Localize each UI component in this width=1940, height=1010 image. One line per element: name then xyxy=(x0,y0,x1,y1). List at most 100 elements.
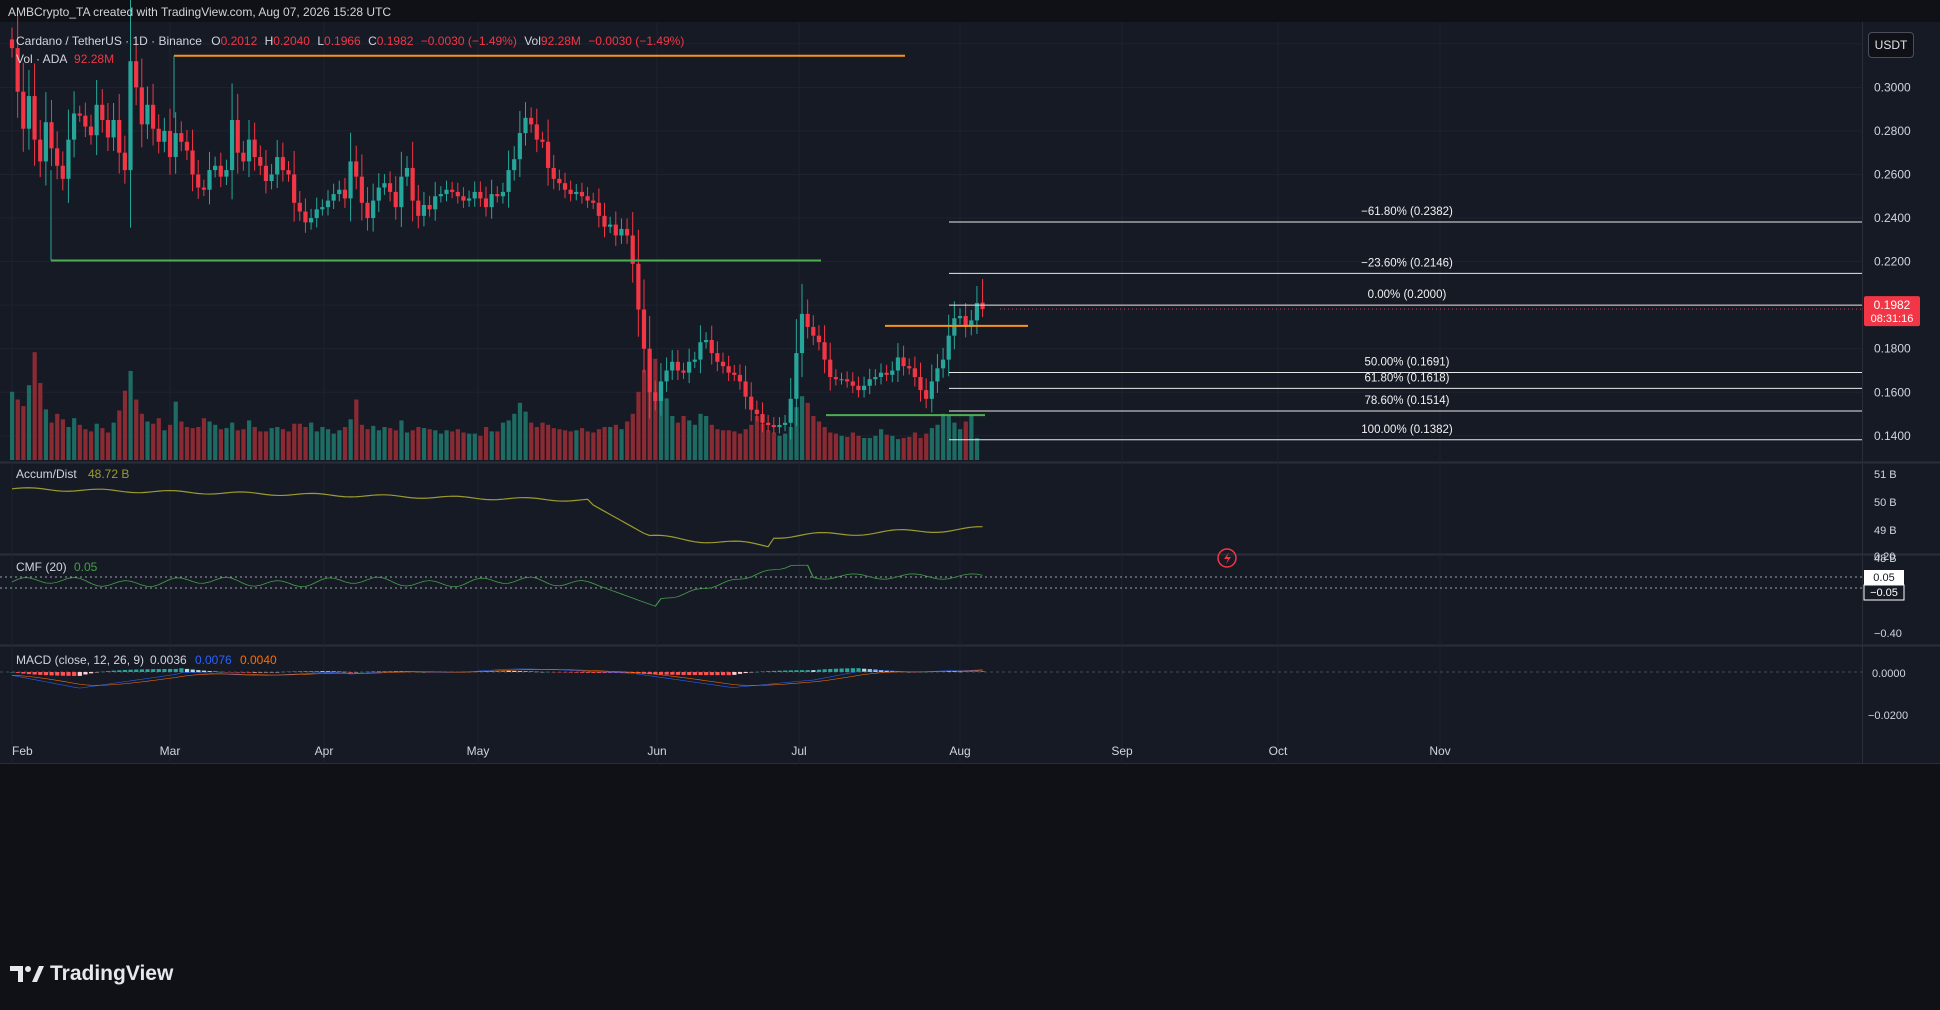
open-value: 0.2012 xyxy=(221,34,258,48)
macd-histogram-bar xyxy=(507,671,511,672)
candle-body xyxy=(433,196,437,209)
volume-bar xyxy=(388,428,392,460)
low-value: 0.1966 xyxy=(324,34,361,48)
volume-bar xyxy=(484,427,488,460)
volume-bar xyxy=(61,419,65,460)
candle-body xyxy=(196,174,200,187)
price-axis-label: 0.1600 xyxy=(1874,385,1911,399)
tradingview-logo[interactable]: TradingView xyxy=(10,962,173,986)
volume-bar xyxy=(247,420,251,460)
macd-histogram-bar xyxy=(834,669,838,672)
volume-bar xyxy=(326,429,330,460)
volume-bar xyxy=(698,414,702,460)
macd-histogram-bar xyxy=(371,671,375,672)
candle-body xyxy=(851,381,855,385)
volume-bar xyxy=(287,431,291,460)
volume-bar xyxy=(337,430,341,460)
volume-bar xyxy=(106,433,110,461)
volume-bar xyxy=(281,429,285,460)
macd-histogram-bar xyxy=(213,671,217,672)
volume-bar xyxy=(557,429,561,460)
candle-body xyxy=(360,177,364,203)
candle-body xyxy=(207,170,211,190)
currency-button[interactable]: USDT xyxy=(1868,32,1914,58)
candle-body xyxy=(117,120,121,153)
candle-body xyxy=(224,170,228,177)
time-axis-label: Nov xyxy=(1429,744,1450,758)
candle-body xyxy=(111,120,115,137)
ad-axis-label: 51 B xyxy=(1874,469,1897,481)
candle-body xyxy=(879,373,883,377)
volume-bar xyxy=(377,430,381,460)
candle-body xyxy=(495,194,499,196)
macd-histogram-bar xyxy=(811,670,815,672)
candle-body xyxy=(698,342,702,359)
candle-body xyxy=(715,353,719,362)
volume-bar xyxy=(569,431,573,460)
time-axis-label: Sep xyxy=(1111,744,1133,758)
volume-bar xyxy=(83,429,87,460)
volume-bar xyxy=(969,416,973,460)
volume-bar xyxy=(902,438,906,460)
macd-histogram-bar xyxy=(168,669,172,672)
volume-bar xyxy=(501,423,505,460)
candle-body xyxy=(461,196,465,200)
cmf-value: 0.05 xyxy=(74,560,98,574)
candle-body xyxy=(258,157,262,166)
volume-bar xyxy=(631,414,635,460)
macd-histogram-bar xyxy=(524,671,528,672)
macd-histogram-bar xyxy=(298,671,302,672)
time-axis-label: Apr xyxy=(315,744,334,758)
volume-bar xyxy=(924,434,928,460)
volume-bar xyxy=(343,427,347,460)
volume-bar xyxy=(140,414,144,460)
volume-bar xyxy=(896,439,900,460)
volume-bar xyxy=(777,436,781,460)
volume-bar xyxy=(50,423,54,460)
candle-body xyxy=(444,190,448,194)
candle-body xyxy=(868,379,872,386)
macd-histogram-bar xyxy=(665,672,669,675)
volume-legend[interactable]: Vol · ADA 92.28M xyxy=(16,52,114,66)
volume-bar xyxy=(196,427,200,460)
candle-body xyxy=(456,192,460,196)
candle-body xyxy=(743,381,747,396)
candle-body xyxy=(411,168,415,201)
volume-bar xyxy=(597,429,601,460)
symbol-title[interactable]: Cardano / TetherUS · 1D · Binance xyxy=(16,34,202,48)
volume-bar xyxy=(856,436,860,460)
candle-body xyxy=(21,92,25,129)
macd-histogram-bar xyxy=(693,672,697,675)
candle-body xyxy=(930,381,934,398)
macd-histogram-bar xyxy=(320,671,324,672)
macd-axis-label: 0.0000 xyxy=(1872,668,1906,680)
volume-bar xyxy=(636,392,640,460)
cmf-axis-label: 0.20 xyxy=(1874,551,1895,563)
volume-bar xyxy=(710,425,714,460)
macd-histogram-bar xyxy=(247,672,251,673)
volume-bar xyxy=(772,433,776,461)
macd-histogram-bar xyxy=(21,672,25,674)
candle-body xyxy=(473,192,477,199)
volume-bar xyxy=(145,422,149,461)
chart-background xyxy=(0,22,1940,764)
candle-body xyxy=(230,120,234,170)
macd-signal-value: 0.0040 xyxy=(240,653,277,667)
macd-histogram-bar xyxy=(823,669,827,672)
candle-body xyxy=(540,140,544,142)
volume-bar xyxy=(755,416,759,460)
macd-histogram-bar xyxy=(106,671,110,672)
candle-body xyxy=(648,349,652,393)
volume-bar xyxy=(433,430,437,460)
volume-bar xyxy=(749,425,753,460)
volume-bar xyxy=(208,422,212,461)
candle-body xyxy=(394,192,398,207)
candle-body xyxy=(574,192,578,194)
candle-body xyxy=(980,303,984,310)
time-axis-label: Jun xyxy=(647,744,666,758)
volume-bar xyxy=(168,425,172,460)
macd-histogram-bar xyxy=(845,668,849,672)
candle-body xyxy=(236,120,240,153)
